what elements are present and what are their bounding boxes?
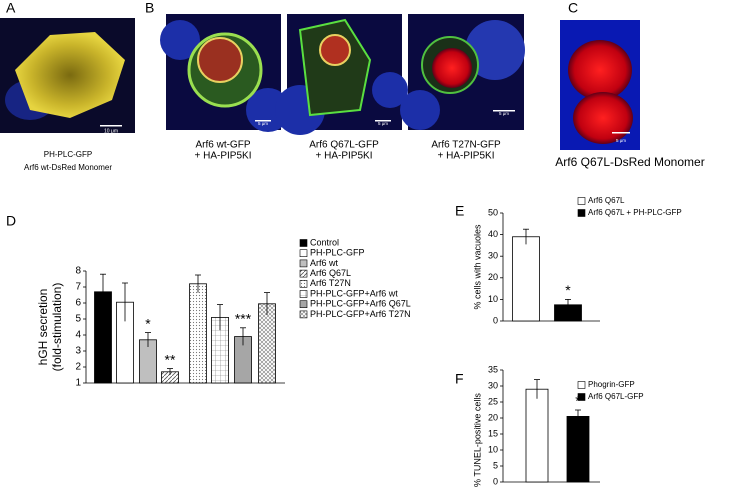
y-tick-label: 5 (493, 460, 498, 470)
legend-label: PH-PLC-GFP+Arf6 Q67L (310, 299, 411, 309)
bar (258, 303, 276, 384)
legend-swatch (299, 300, 308, 309)
scale-label: 10 μm (104, 128, 118, 134)
caption: Arf6 Q67L-DsRed Monomer (555, 155, 704, 169)
y-tick-label: 10 (488, 444, 498, 454)
y-tick-label: 25 (488, 396, 498, 406)
y-tick-label: 1 (75, 378, 81, 389)
y-tick-label: 5 (75, 314, 81, 325)
caption: PH-PLC-GFP (44, 150, 92, 159)
legend-swatch (299, 239, 308, 247)
y-axis-label: % TUNEL-positive cells (472, 393, 482, 487)
panel-letter: F (455, 371, 464, 387)
y-tick-label: 50 (488, 207, 498, 217)
caption: + HA-PIP5KI (195, 151, 252, 162)
caption: Arf6 wt-GFP (195, 140, 250, 151)
legend-label: PH-PLC-GFP+Arf6 T27N (310, 309, 411, 319)
bar (566, 415, 590, 483)
image-c (560, 20, 640, 150)
caption: + HA-PIP5KI (438, 151, 495, 162)
legend-swatch (299, 310, 308, 319)
image-b2 (275, 14, 408, 135)
image-b3 (400, 14, 525, 130)
legend-swatch (299, 269, 308, 278)
legend-swatch (577, 381, 586, 389)
panel-letter: B (145, 0, 154, 16)
image-a (0, 18, 135, 133)
image-b1 (160, 14, 290, 132)
y-tick-label: 20 (488, 412, 498, 422)
legend-swatch (299, 249, 308, 257)
legend-swatch (299, 290, 308, 298)
caption: Arf6 T27N-GFP (431, 140, 501, 151)
legend-swatch (299, 259, 308, 268)
legend-label: PH-PLC-GFP+Arf6 wt (310, 288, 398, 298)
legend-label: Phogrin-GFP (588, 380, 635, 389)
y-tick-label: 0 (493, 476, 498, 486)
significance: *** (235, 311, 252, 327)
bar (512, 236, 540, 322)
y-tick-label: 3 (75, 346, 81, 357)
y-tick-label: 10 (488, 294, 498, 304)
y-tick-label: 8 (75, 266, 81, 277)
y-tick-label: 2 (75, 362, 81, 373)
scale-label: 5 μm (258, 121, 268, 126)
y-tick-label: 40 (488, 229, 498, 239)
legend-label: Arf6 Q67L-GFP (588, 392, 644, 401)
caption: Arf6 Q67L-GFP (309, 140, 379, 151)
caption: Arf6 wt-DsRed Monomer (24, 163, 112, 172)
legend-label: Arf6 Q67L (310, 268, 351, 278)
y-tick-label: 30 (488, 380, 498, 390)
y-axis-label: % cells with vacuoles (472, 224, 482, 310)
y-tick-label: 7 (75, 282, 81, 293)
y-tick-label: 15 (488, 428, 498, 438)
y-tick-label: 20 (488, 272, 498, 282)
panel-letter: E (455, 203, 464, 219)
caption: + HA-PIP5KI (316, 151, 373, 162)
y-tick-label: 35 (488, 364, 498, 374)
scale-label: 5 μm (378, 121, 388, 126)
significance: ** (165, 351, 176, 367)
bar (525, 388, 549, 483)
significance: * (145, 315, 151, 331)
scale-label: 5 μm (616, 138, 626, 143)
legend-swatch (577, 209, 586, 217)
y-tick-label: 6 (75, 298, 81, 309)
y-tick-label: 4 (75, 330, 81, 341)
legend-label: Arf6 Q67L (588, 196, 625, 205)
legend-label: Arf6 Q67L + PH-PLC-GFP (588, 208, 682, 217)
y-tick-label: 0 (493, 315, 498, 325)
legend-swatch (299, 279, 308, 288)
legend-swatch (577, 393, 586, 401)
legend-label: Control (310, 237, 339, 247)
legend-label: Arf6 wt (310, 258, 339, 268)
y-axis-label: hGH secretion (36, 289, 50, 366)
y-tick-label: 30 (488, 251, 498, 261)
panel-letter: D (6, 213, 16, 229)
legend-label: Arf6 T27N (310, 278, 351, 288)
panel-letter: C (568, 0, 578, 16)
bar (189, 283, 207, 384)
y-axis-label: (fold-stimulation) (50, 283, 64, 372)
significance: * (565, 282, 571, 298)
legend-swatch (577, 197, 586, 205)
scale-label: 5 μm (499, 111, 509, 116)
legend-label: PH-PLC-GFP (310, 248, 365, 258)
panel-letter: A (6, 0, 16, 16)
